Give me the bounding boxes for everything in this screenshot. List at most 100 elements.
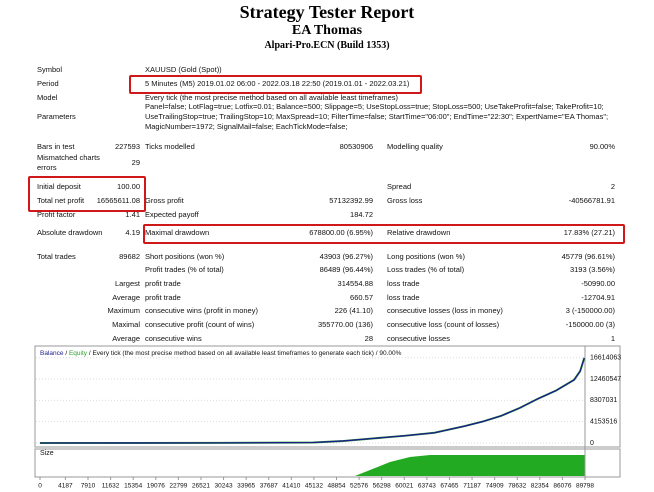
x-tick-label: 11632 (102, 483, 120, 490)
row-label: Modelling quality (387, 142, 443, 151)
x-tick-label: 4187 (58, 483, 73, 490)
row-label: Ticks modelled (145, 142, 195, 151)
row-label: Average (112, 293, 140, 302)
report-row: Total trades 89682 Short positions (won %)… (0, 251, 654, 263)
row-value: 355770.00 (136) (317, 320, 373, 329)
report-row: Model Every tick (the most precise method… (0, 92, 654, 104)
report-row: Maximal consecutive profit (count of wins… (0, 319, 654, 331)
x-tick-label: 74909 (486, 483, 504, 490)
row-label: loss trade (387, 293, 420, 302)
row-value: 57132392.99 (329, 196, 373, 205)
row-label: consecutive profit (count of wins) (145, 320, 255, 329)
row-value: 90.00% (589, 142, 615, 151)
report-title: Strategy Tester Report (239, 2, 415, 22)
row-label: Period (37, 79, 59, 88)
row-value: XAUUSD (Gold (Spot)) (145, 65, 222, 74)
legend-entry: Equity (69, 350, 88, 357)
x-tick-label: 37687 (260, 483, 278, 490)
row-value: 184.72 (350, 210, 373, 219)
x-tick-label: 52576 (350, 483, 368, 490)
row-value: 4.19 (125, 228, 140, 237)
series-line (39, 357, 585, 444)
row-label: Model (37, 93, 58, 102)
row-value: 5 Minutes (M5) 2019.01.02 06:00 - 2022.0… (145, 79, 410, 88)
report-row: Period 5 Minutes (M5) 2019.01.02 06:00 - … (0, 78, 654, 90)
report-row: Average profit trade 660.57 loss trade -1270… (0, 292, 654, 304)
x-tick-label: 78632 (508, 483, 526, 490)
row-value: 678800.00 (6.95%) (309, 228, 373, 237)
x-tick-label: 7910 (81, 483, 96, 490)
x-tick-label: 30243 (215, 483, 233, 490)
row-label: Largest (114, 279, 140, 288)
chart-panel (34, 345, 621, 448)
y-tick-label: 0 (590, 440, 594, 447)
row-value: 3193 (3.56%) (569, 265, 615, 274)
x-tick-label: 63743 (418, 483, 436, 490)
row-label: loss trade (387, 279, 420, 288)
x-tick-label: 86076 (553, 483, 571, 490)
row-value: 89682 (119, 252, 140, 261)
row-value: 16565611.08 (96, 196, 140, 205)
y-tick-label: 4153516 (590, 419, 617, 426)
legend-separator: / (376, 350, 378, 357)
x-tick-label: 41410 (282, 483, 300, 490)
report-row: Profit factor 1.41 Expected payoff 184.72 (0, 209, 654, 221)
row-value: 17.83% (27.21) (563, 228, 615, 237)
row-value: 100.00 (117, 182, 140, 191)
size-area (355, 455, 585, 476)
row-label: Mismatched charts errors (37, 153, 100, 172)
row-label: consecutive losses (387, 334, 450, 343)
row-label: Spread (387, 182, 412, 191)
legend-quality: 90.00% (379, 350, 401, 357)
highlight (129, 75, 422, 94)
row-label: Short positions (won %) (145, 252, 225, 261)
row-value: Panel=false; LotFlag=true; Lotfix=0.01; … (145, 102, 609, 131)
row-value: Every tick (the most precise method base… (145, 93, 399, 102)
row-label: consecutive losses (loss in money) (387, 306, 503, 315)
report-subtitle: EA Thomas (291, 23, 363, 38)
row-label: Average (112, 334, 140, 343)
report-row: Largest profit trade 314554.88 loss trade -5… (0, 278, 654, 290)
server: Alpari-Pro.ECN (Build 1353) (264, 40, 390, 51)
row-label: consecutive wins (profit in money) (145, 306, 258, 315)
x-tick-label: 67465 (440, 483, 458, 490)
x-tick-label: 89798 (576, 483, 594, 490)
report-row: Profit trades (% of total) 86489 (96.44%)… (0, 264, 654, 276)
x-tick-label: 45132 (305, 483, 323, 490)
report-row: Absolute drawdown 4.19 Maximal drawdown 678… (0, 222, 654, 244)
x-tick-label: 33965 (237, 483, 255, 490)
row-value: 43903 (96.27%) (319, 252, 373, 261)
row-label: Parameters (37, 112, 76, 121)
row-value: 660.57 (350, 293, 373, 302)
row-value: 226 (41.10) (334, 306, 373, 315)
row-value: -50990.00 (581, 279, 615, 288)
row-label: Total net profit (37, 196, 85, 205)
x-tick-label: 71187 (463, 483, 481, 490)
report-row: Symbol XAUUSD (Gold (Spot)) (0, 64, 654, 76)
row-label: profit trade (145, 293, 181, 302)
row-label: Symbol (37, 65, 63, 74)
legend-entry: Balance (40, 350, 64, 357)
row-label: Gross loss (387, 196, 423, 205)
row-label: Maximal drawdown (145, 228, 210, 237)
row-value: -12704.91 (581, 293, 615, 302)
highlight (28, 176, 146, 212)
row-label: Absolute drawdown (37, 228, 103, 237)
row-label: Expected payoff (145, 210, 199, 219)
row-value: 1 (610, 334, 615, 343)
row-value: 29 (131, 158, 140, 167)
x-tick-label: 15354 (124, 483, 142, 490)
y-tick-label: 8307031 (590, 397, 617, 404)
highlight (143, 224, 625, 244)
row-label: Maximal (112, 320, 140, 329)
report-row: Mismatched charts errors 29 (0, 152, 654, 174)
row-value: 45779 (96.61%) (561, 252, 615, 261)
row-label: Profit factor (37, 210, 76, 219)
report-row: Total net profit 16565611.08 Gross profit 5… (0, 195, 654, 207)
row-label: Gross profit (145, 196, 184, 205)
x-tick-label: 48854 (327, 483, 345, 490)
row-value: 86489 (96.44%) (319, 265, 373, 274)
x-tick-label: 22799 (169, 483, 187, 490)
x-tick-label: 82354 (531, 483, 549, 490)
